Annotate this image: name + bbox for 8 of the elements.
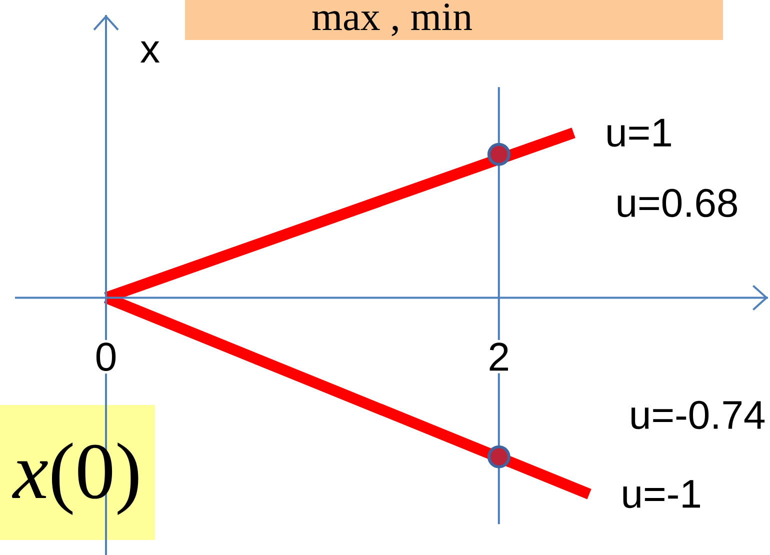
series-label: u=1 bbox=[608, 118, 671, 147]
annotation: u=-0.74 bbox=[632, 400, 765, 430]
text: max , min bbox=[312, 3, 472, 36]
y-axis-title: x bbox=[140, 41, 160, 63]
series-label: u=-1 bbox=[623, 480, 700, 508]
x-tick-label: 2 bbox=[490, 342, 508, 371]
x-tick-label: 0 bbox=[96, 342, 116, 372]
annotation: u=0.68 bbox=[618, 188, 737, 218]
